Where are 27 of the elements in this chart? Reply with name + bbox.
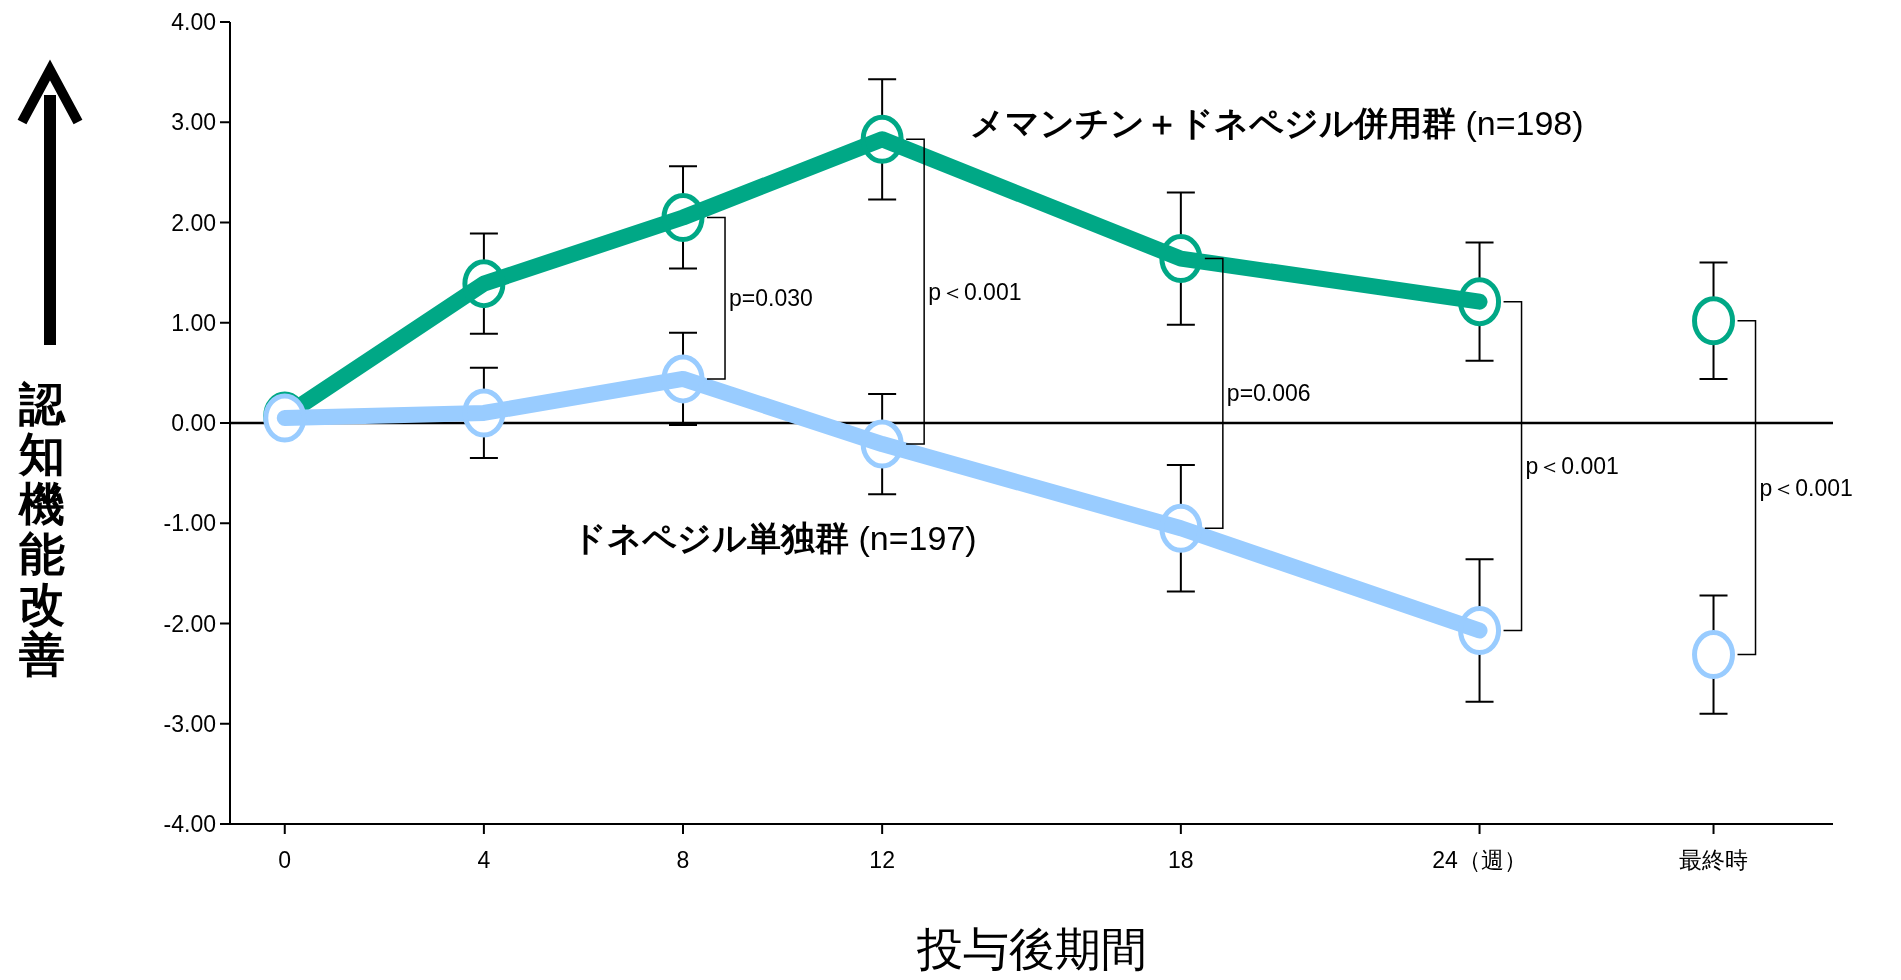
y-tick-label: 3.00 xyxy=(171,109,216,136)
x-tick-label: 18 xyxy=(1168,847,1194,873)
series-label: メマンチン＋ドネペジル併用群 (n=198) xyxy=(970,104,1584,142)
annotation: p＜0.001 xyxy=(1525,453,1619,480)
x-tick-label: 最終時 xyxy=(1679,847,1749,873)
point xyxy=(1692,630,1736,680)
y-tick-label: 2.00 xyxy=(171,209,216,236)
point xyxy=(1692,296,1736,346)
annotation: p=0.030 xyxy=(729,285,813,312)
y-tick-label: -4.00 xyxy=(163,811,216,837)
y-axis-title: 認知機能改善 xyxy=(17,378,66,680)
x-tick-label: 24（週） xyxy=(1432,847,1527,873)
y-tick-label: 0.00 xyxy=(171,410,216,436)
y-tick-label: -1.00 xyxy=(163,510,216,537)
annotation: p＜0.001 xyxy=(928,278,1022,305)
x-tick-label: 8 xyxy=(676,847,690,873)
x-axis-title: 投与後期間 xyxy=(915,923,1147,975)
y-tick-label: -3.00 xyxy=(163,710,216,737)
x-tick-label: 12 xyxy=(869,847,895,873)
y-tick-label: 1.00 xyxy=(171,309,216,336)
series-label: ドネペジル単独群 (n=197) xyxy=(572,519,977,557)
annotation: p=0.006 xyxy=(1226,380,1311,407)
x-tick-label: 0 xyxy=(278,847,292,873)
y-tick-label: -2.00 xyxy=(163,610,216,637)
y-tick-label: 4.00 xyxy=(171,9,216,35)
annotation: p＜0.001 xyxy=(1759,474,1853,501)
x-tick-label: 4 xyxy=(477,847,491,873)
